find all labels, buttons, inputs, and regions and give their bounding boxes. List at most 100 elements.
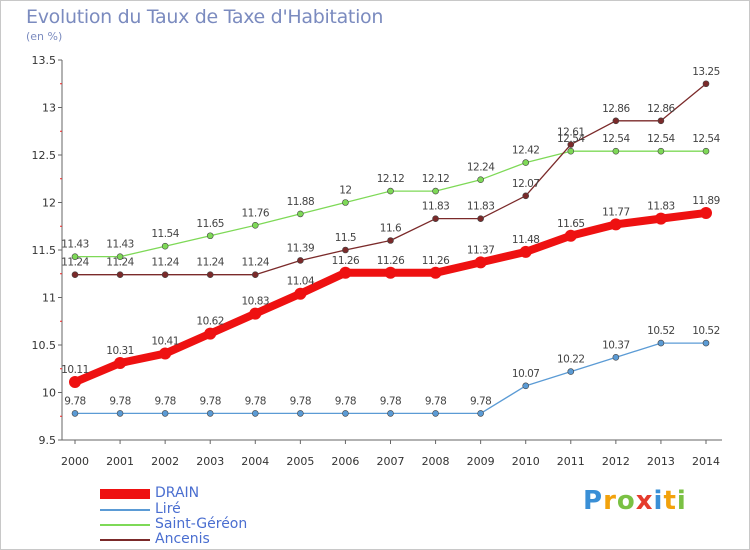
- data-point-saint-gereon: [342, 199, 349, 206]
- legend-swatch-drain: [100, 489, 150, 499]
- data-point-drain: [519, 245, 532, 258]
- data-point-saint-gereon: [297, 210, 304, 218]
- data-point-lire: [477, 410, 484, 417]
- data-label-ancenis: 11.24: [196, 257, 224, 269]
- data-point-ancenis: [161, 271, 169, 279]
- data-label-saint-gereon: 12.24: [467, 162, 495, 174]
- data-label-lire: 10.52: [647, 325, 675, 337]
- data-point-drain: [609, 218, 622, 231]
- data-point-saint-gereon: [206, 232, 214, 240]
- data-point-saint-gereon: [702, 147, 710, 155]
- legend-label-lire: Liré: [155, 501, 181, 517]
- data-point-ancenis: [657, 117, 665, 125]
- data-label-saint-gereon: 12: [339, 185, 351, 197]
- data-point-lire: [432, 410, 439, 417]
- data-label-saint-gereon: 12.54: [647, 133, 675, 145]
- data-label-saint-gereon: 12.54: [602, 133, 630, 145]
- data-label-drain: 11.65: [557, 218, 585, 230]
- x-tick-label: 2014: [692, 455, 720, 468]
- data-label-ancenis: 11.24: [106, 257, 134, 269]
- y-tick-label: 11: [42, 292, 56, 305]
- data-point-lire: [297, 410, 304, 417]
- data-label-saint-gereon: 12.12: [422, 173, 450, 185]
- data-point-ancenis: [297, 257, 304, 264]
- data-label-drain: 11.89: [692, 195, 720, 207]
- data-point-saint-gereon: [387, 187, 394, 195]
- data-point-drain: [69, 376, 81, 389]
- y-tick-label: 13: [42, 102, 56, 115]
- data-label-ancenis: 11.39: [287, 242, 315, 254]
- data-label-lire: 10.07: [512, 368, 540, 380]
- x-tick-label: 2013: [647, 455, 675, 468]
- chart-subtitle: (en %): [26, 30, 63, 43]
- data-point-ancenis: [387, 237, 394, 244]
- data-point-ancenis: [206, 271, 214, 279]
- y-tick-label: 13.5: [32, 54, 57, 67]
- data-label-saint-gereon: 12.54: [557, 133, 585, 145]
- data-label-ancenis: 12.07: [512, 178, 540, 190]
- data-label-lire: 9.78: [109, 395, 130, 407]
- data-point-lire: [251, 410, 259, 417]
- data-labels: 10.11 10.31 10.41 10.62 10.83 11.04 11.26 11.26…: [61, 66, 721, 408]
- data-label-drain: 11.26: [422, 255, 450, 267]
- data-point-saint-gereon: [116, 253, 124, 260]
- data-point-drain: [339, 266, 352, 279]
- data-point-drain: [654, 212, 667, 225]
- y-tick-label: 10.5: [32, 339, 57, 352]
- data-point-lire: [161, 410, 169, 417]
- legend-label-drain: DRAIN: [155, 485, 200, 501]
- x-tick-label: 2006: [331, 455, 359, 468]
- data-label-lire: 9.78: [335, 395, 356, 407]
- y-tick-label: 9.5: [39, 434, 57, 447]
- data-label-lire: 10.52: [692, 325, 720, 337]
- data-point-ancenis: [71, 271, 79, 279]
- data-label-ancenis: 12.61: [557, 127, 585, 139]
- data-label-lire: 9.78: [64, 395, 85, 407]
- data-point-saint-gereon: [432, 187, 439, 195]
- x-tick-label: 2008: [422, 455, 450, 468]
- data-point-saint-gereon: [522, 159, 530, 166]
- data-point-drain: [294, 287, 307, 300]
- data-label-ancenis: 11.24: [61, 257, 89, 269]
- data-point-saint-gereon: [71, 253, 79, 260]
- data-point-drain: [384, 266, 397, 279]
- data-point-saint-gereon: [161, 242, 169, 250]
- data-point-saint-gereon: [251, 222, 259, 229]
- x-tick-label: 2007: [377, 455, 405, 468]
- data-point-saint-gereon: [567, 147, 575, 155]
- x-tick-label: 2005: [286, 455, 314, 468]
- data-point-drain: [474, 256, 487, 269]
- data-label-lire: 9.78: [425, 395, 446, 407]
- data-label-lire: 10.22: [557, 354, 585, 366]
- axes: 9.5 10 10.5 11 11.5 12 12.5 13 13.5 2000 2001 2002 2…: [32, 54, 722, 468]
- data-label-lire: 9.78: [154, 395, 175, 407]
- x-tick-label: 2009: [467, 455, 495, 468]
- legend-swatch-ancenis: [100, 539, 150, 541]
- data-point-lire: [657, 339, 665, 347]
- series-layer: [69, 80, 712, 417]
- data-label-drain: 10.11: [61, 364, 89, 376]
- data-point-ancenis: [432, 215, 439, 222]
- data-point-lire: [342, 410, 349, 417]
- data-label-drain: 11.48: [512, 234, 540, 246]
- data-label-saint-gereon: 11.43: [106, 239, 134, 251]
- data-label-ancenis: 11.83: [467, 201, 495, 213]
- x-tick-label: 2010: [512, 455, 540, 468]
- data-point-ancenis: [342, 246, 349, 254]
- data-point-drain: [249, 307, 262, 320]
- data-point-saint-gereon: [657, 147, 665, 155]
- y-tick-label: 12: [42, 197, 56, 210]
- legend-swatch-saint-gereon: [100, 524, 150, 526]
- x-tick-label: 2012: [602, 455, 630, 468]
- data-label-lire: 9.78: [380, 395, 401, 407]
- data-label-drain: 11.77: [602, 206, 630, 218]
- data-point-lire: [567, 368, 575, 375]
- data-label-ancenis: 11.6: [380, 223, 402, 235]
- data-point-lire: [522, 382, 530, 390]
- legend-swatch-lire: [100, 509, 150, 511]
- y-tick-label: 12.5: [32, 149, 57, 162]
- data-label-lire: 9.78: [290, 395, 311, 407]
- data-point-lire: [387, 410, 394, 417]
- data-label-lire: 9.78: [200, 395, 221, 407]
